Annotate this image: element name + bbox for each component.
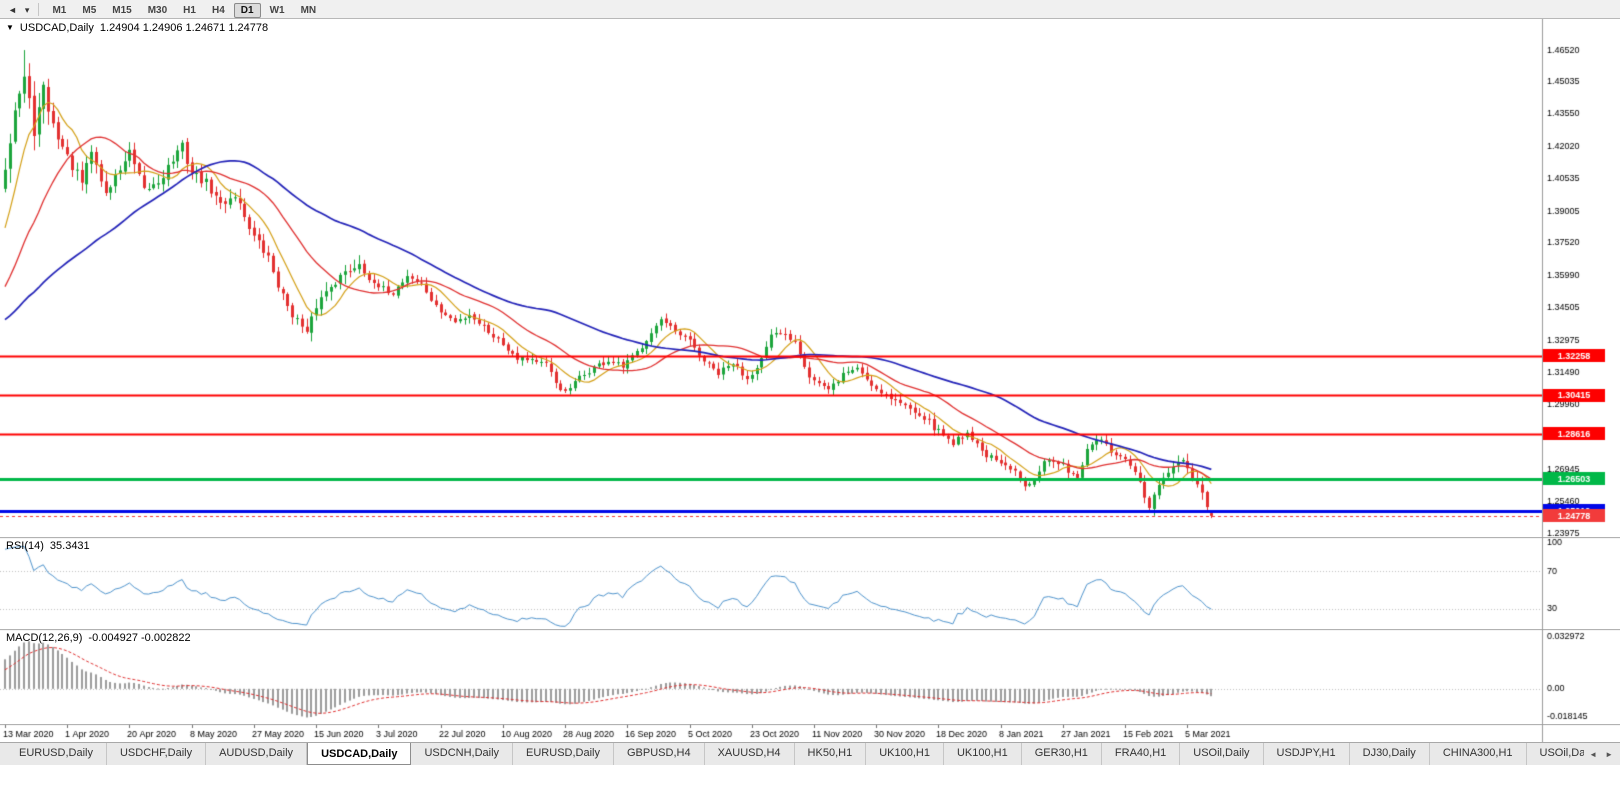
tab-hk50-h1[interactable]: HK50,H1 [795, 743, 867, 765]
timeframe-button-w1[interactable]: W1 [269, 5, 285, 16]
tab-fra40-h1[interactable]: FRA40,H1 [1102, 743, 1181, 765]
tab-usdcnh-daily[interactable]: USDCNH,Daily [411, 743, 514, 765]
timeframe-button-h4[interactable]: H4 [211, 5, 225, 16]
tab-audusd-daily[interactable]: AUDUSD,Daily [206, 743, 308, 765]
tab-usdcad-daily[interactable]: USDCAD,Daily [307, 743, 412, 765]
rsi-pane: RSI(14) 35.3431 [0, 537, 1620, 629]
tab-scroll-arrows: ◄ ► [1584, 743, 1618, 765]
chart-tabs: EURUSD,Daily USDCHF,Daily AUDUSD,Daily USDC… [6, 743, 1610, 765]
timeframe-button-mn[interactable]: MN [300, 5, 317, 16]
timeframe-button-m1[interactable]: M1 [52, 5, 67, 16]
time-axis-canvas[interactable] [0, 724, 1620, 742]
status-strip [0, 765, 1620, 794]
timeframe-buttons: M1 M5 M15 M30 H1 H4 D1 W1 MN [44, 0, 324, 18]
tab-usdjpy-h1[interactable]: USDJPY,H1 [1264, 743, 1350, 765]
rsi-canvas[interactable] [0, 537, 1620, 629]
timeframe-button-m5[interactable]: M5 [82, 5, 97, 16]
tab-dj30-daily[interactable]: DJ30,Daily [1350, 743, 1430, 765]
macd-canvas[interactable] [0, 629, 1620, 724]
macd-pane: MACD(12,26,9) -0.004927 -0.002822 [0, 629, 1620, 724]
tab-xauusd-h4[interactable]: XAUUSD,H4 [705, 743, 795, 765]
dropdown-caret-icon[interactable]: ▾ [24, 5, 30, 15]
timeframe-toolbar: ◄ ▾ M1 M5 M15 M30 H1 H4 D1 W1 MN [0, 0, 1620, 19]
tab-uk100-h1[interactable]: UK100,H1 [866, 743, 944, 765]
tab-eurusd-daily[interactable]: EURUSD,Daily [513, 743, 614, 765]
price-chart-canvas[interactable] [0, 19, 1620, 537]
chart-tab-bar: EURUSD,Daily USDCHF,Daily AUDUSD,Daily USDC… [0, 742, 1620, 765]
timeframe-button-m15[interactable]: M15 [112, 5, 132, 16]
time-axis [0, 724, 1620, 742]
timeframe-button-d1[interactable]: D1 [233, 3, 261, 18]
tab-scroll-left-icon[interactable]: ◄ [1589, 749, 1598, 759]
tab-uk100-h1[interactable]: UK100,H1 [944, 743, 1022, 765]
tab-eurusd-daily[interactable]: EURUSD,Daily [6, 743, 107, 765]
tab-usdchf-daily[interactable]: USDCHF,Daily [107, 743, 207, 765]
tab-scroll-right-icon[interactable]: ► [1605, 749, 1613, 759]
timeframe-button-h1[interactable]: H1 [183, 5, 196, 16]
toolbar-separator [38, 2, 40, 16]
price-chart-pane: ▼ USDCAD,Daily 1.24904 1.24906 1.24671 1… [0, 19, 1620, 537]
tab-gbpusd-h4[interactable]: GBPUSD,H4 [614, 743, 705, 765]
timeframe-button-m30[interactable]: M30 [147, 5, 168, 16]
collapse-left-icon[interactable]: ◄ [8, 5, 17, 15]
tab-china300-h1[interactable]: CHINA300,H1 [1430, 743, 1527, 765]
tab-ger30-h1[interactable]: GER30,H1 [1022, 743, 1102, 765]
toolbar-left-icons: ◄ ▾ [4, 0, 33, 18]
tab-usoil-daily[interactable]: USOil,Daily [1180, 743, 1264, 765]
